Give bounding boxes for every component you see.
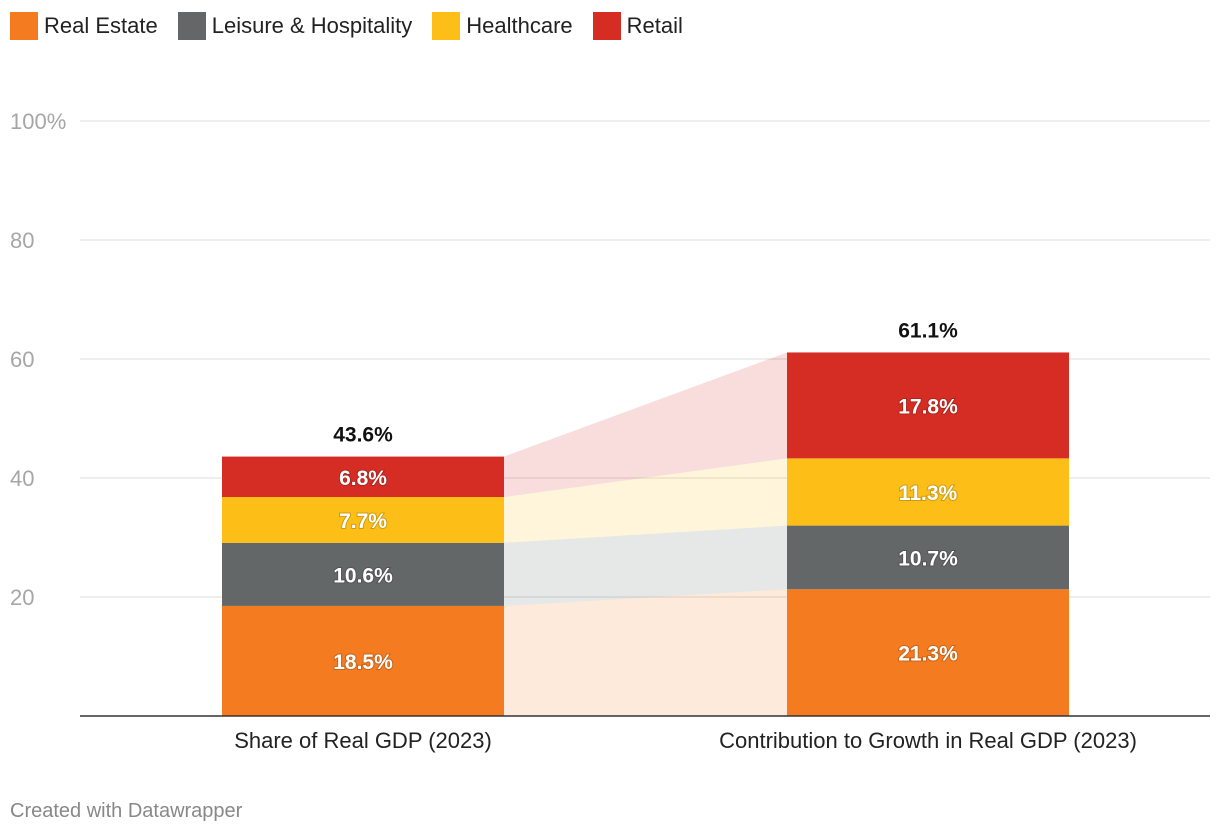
- segment-label: 6.8%: [339, 467, 387, 490]
- legend-item: Leisure & Hospitality: [177, 12, 413, 40]
- stacked-bar-chart: 20 40 60 80 100% 18.5% 10.6% 7.7% 6.8% 43.6% Share…: [10, 109, 1210, 753]
- bar-segment: [787, 352, 1069, 459]
- connector-band: [504, 589, 787, 716]
- segment-label: 18.5%: [333, 651, 393, 674]
- y-tick-label: 80: [10, 228, 34, 253]
- legend-item: Retail: [592, 12, 683, 40]
- y-tick-label: 60: [10, 347, 34, 372]
- legend-swatch: [432, 12, 461, 40]
- segment-label: 10.7%: [898, 547, 958, 570]
- bar-segment: [787, 525, 1069, 590]
- bar-segment: [222, 542, 504, 606]
- bar-segment: [222, 456, 504, 498]
- legend-swatch: [592, 12, 621, 40]
- segment-label: 17.8%: [898, 395, 958, 418]
- bar-segment: [787, 458, 1069, 526]
- legend-item: Healthcare: [432, 12, 573, 40]
- segment-label: 10.6%: [333, 564, 393, 587]
- credit-text: Created with Datawrapper: [10, 800, 243, 822]
- legend-label: Real Estate: [44, 13, 158, 38]
- segment-label: 21.3%: [898, 643, 958, 666]
- y-tick-label: 20: [10, 585, 34, 610]
- segment-label: 7.7%: [339, 510, 387, 533]
- category-label: Share of Real GDP (2023): [234, 728, 492, 753]
- connector-band: [504, 352, 787, 498]
- total-label: 43.6%: [333, 424, 393, 447]
- connector-band: [504, 458, 787, 543]
- legend-swatch: [10, 12, 38, 40]
- legend: Real Estate Leisure & Hospitality Healthca…: [10, 12, 683, 40]
- connector-band: [504, 525, 787, 606]
- legend-label: Retail: [626, 13, 683, 38]
- bar-segment: [222, 497, 504, 543]
- bar-segment: [222, 605, 504, 716]
- segment-label: 11.3%: [899, 482, 958, 505]
- y-tick-label: 100%: [10, 109, 66, 134]
- legend-label: Healthcare: [466, 13, 573, 38]
- total-label: 61.1%: [898, 319, 958, 342]
- bar-segment: [787, 589, 1069, 716]
- category-label: Contribution to Growth in Real GDP (2023…: [719, 728, 1137, 753]
- legend-swatch: [177, 12, 206, 40]
- legend-label: Leisure & Hospitality: [211, 13, 413, 38]
- y-tick-label: 40: [10, 466, 34, 491]
- legend-item: Real Estate: [10, 12, 158, 40]
